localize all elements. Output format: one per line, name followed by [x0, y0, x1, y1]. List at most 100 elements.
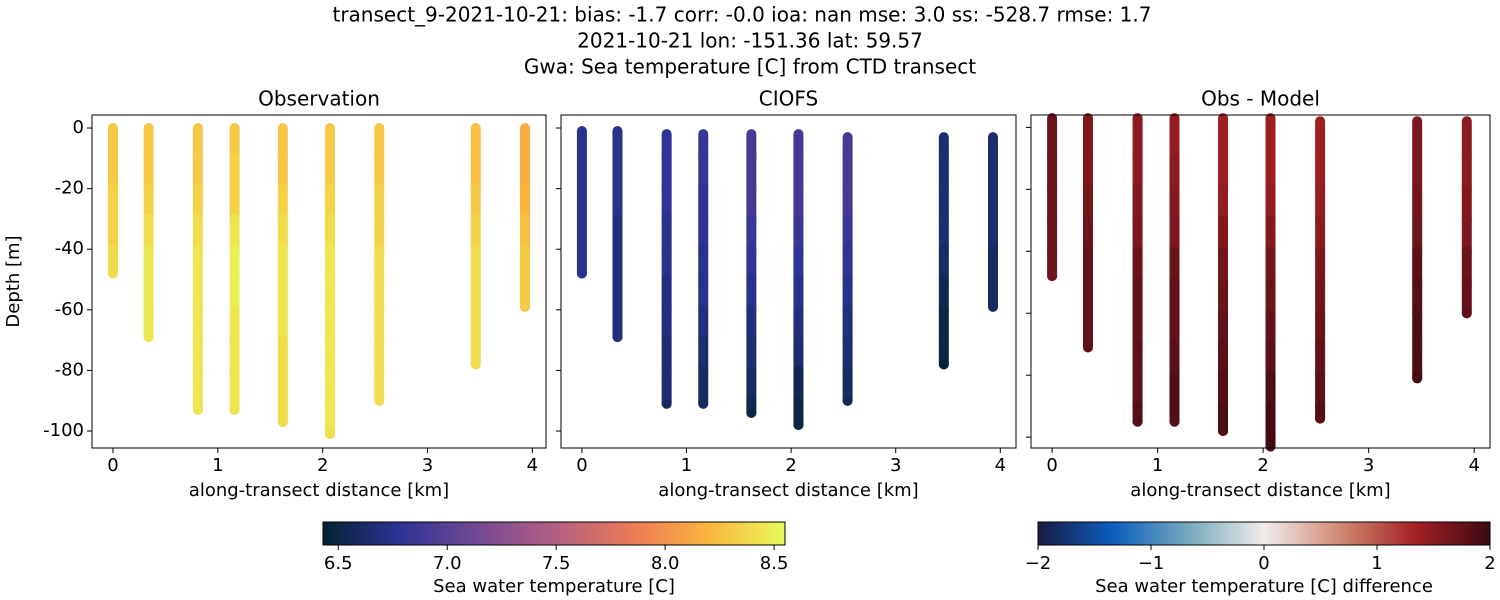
- data-point: [698, 153, 709, 194]
- data-point: [1461, 153, 1472, 195]
- data-point: [1315, 413, 1326, 424]
- data-point: [1218, 215, 1229, 257]
- data-point: [143, 274, 154, 315]
- data-point: [661, 153, 672, 194]
- data-point: [1412, 246, 1423, 288]
- data-point: [1265, 215, 1276, 257]
- data-point: [1082, 113, 1093, 164]
- data-point: [698, 398, 709, 409]
- x-tick-label: 2: [785, 455, 796, 476]
- x-tick-label: 4: [527, 455, 538, 476]
- data-point: [698, 304, 709, 346]
- data-point: [277, 304, 288, 346]
- data-point: [143, 244, 154, 285]
- data-point: [842, 153, 853, 194]
- x-axis-label: along-transect distance [km]: [1130, 480, 1390, 501]
- data-point: [325, 244, 336, 285]
- data-point: [1047, 184, 1058, 226]
- data-point: [192, 213, 203, 255]
- data-point: [1218, 425, 1229, 436]
- data-point: [277, 274, 288, 315]
- data-point: [661, 244, 672, 285]
- data-point: [143, 153, 154, 194]
- data-point: [746, 244, 757, 285]
- data-point: [1265, 339, 1276, 381]
- colorbar: [322, 521, 786, 546]
- data-point: [277, 183, 288, 224]
- data-point: [374, 335, 385, 376]
- data-point: [1265, 370, 1276, 412]
- data-point: [612, 153, 623, 194]
- data-point: [1218, 113, 1229, 164]
- data-point: [1047, 215, 1058, 257]
- data-point: [793, 183, 804, 224]
- data-point: [325, 153, 336, 194]
- data-point: [698, 335, 709, 376]
- data-point: [842, 304, 853, 346]
- data-point: [1132, 215, 1143, 257]
- data-point: [192, 404, 203, 415]
- colorbar-label: Sea water temperature [C]: [433, 576, 675, 597]
- x-tick-label: 3: [422, 455, 433, 476]
- data-point: [1169, 153, 1180, 195]
- data-point: [1082, 342, 1093, 353]
- data-point: [842, 274, 853, 315]
- data-point: [1169, 246, 1180, 288]
- data-point: [1169, 113, 1180, 164]
- data-point: [842, 244, 853, 285]
- data-point: [746, 183, 757, 224]
- x-tick-label: 1: [1152, 455, 1163, 476]
- data-point: [1132, 184, 1143, 226]
- data-point: [374, 213, 385, 255]
- data-point: [1082, 308, 1093, 353]
- data-point: [192, 183, 203, 224]
- data-point: [470, 244, 481, 285]
- data-point: [374, 395, 385, 406]
- data-point: [842, 213, 853, 255]
- data-point: [1412, 339, 1423, 381]
- data-point: [1461, 215, 1472, 257]
- data-point: [1412, 116, 1423, 164]
- data-point: [842, 395, 853, 406]
- data-point: [1265, 308, 1276, 350]
- data-point: [746, 153, 757, 194]
- data-point: [1132, 339, 1143, 381]
- data-point: [277, 335, 288, 376]
- colorbar-tick-label: −2: [1025, 553, 1052, 574]
- data-point: [938, 304, 949, 346]
- data-point: [1218, 277, 1229, 319]
- data-point: [1169, 308, 1180, 350]
- x-tick-label: 2: [1257, 455, 1268, 476]
- x-tick-label: 2: [317, 455, 328, 476]
- data-point: [192, 365, 203, 415]
- data-point: [1132, 153, 1143, 195]
- data-point: [229, 365, 240, 415]
- data-point: [374, 274, 385, 315]
- data-point: [1315, 215, 1326, 257]
- data-point: [1315, 246, 1326, 288]
- data-point: [1315, 308, 1326, 350]
- data-point: [987, 213, 998, 255]
- data-point: [374, 365, 385, 406]
- data-point: [325, 274, 336, 315]
- data-point: [576, 268, 587, 279]
- figure-subtitle: 2021-10-21 lon: -151.36 lat: 59.57: [577, 29, 923, 53]
- data-point: [661, 335, 672, 376]
- data-point: [793, 153, 804, 194]
- data-point: [277, 213, 288, 255]
- data-point: [661, 274, 672, 315]
- data-point: [1461, 277, 1472, 319]
- data-point: [374, 304, 385, 346]
- data-point: [229, 213, 240, 255]
- data-point: [107, 153, 118, 194]
- data-point: [1082, 277, 1093, 319]
- data-point: [661, 213, 672, 255]
- colorbar-label: Sea water temperature [C] difference: [1095, 576, 1433, 597]
- data-point: [938, 274, 949, 315]
- data-point: [229, 244, 240, 285]
- colorbar-tick-label: −1: [1138, 553, 1165, 574]
- data-point: [1169, 277, 1180, 319]
- data-point: [1461, 184, 1472, 226]
- data-point: [793, 365, 804, 406]
